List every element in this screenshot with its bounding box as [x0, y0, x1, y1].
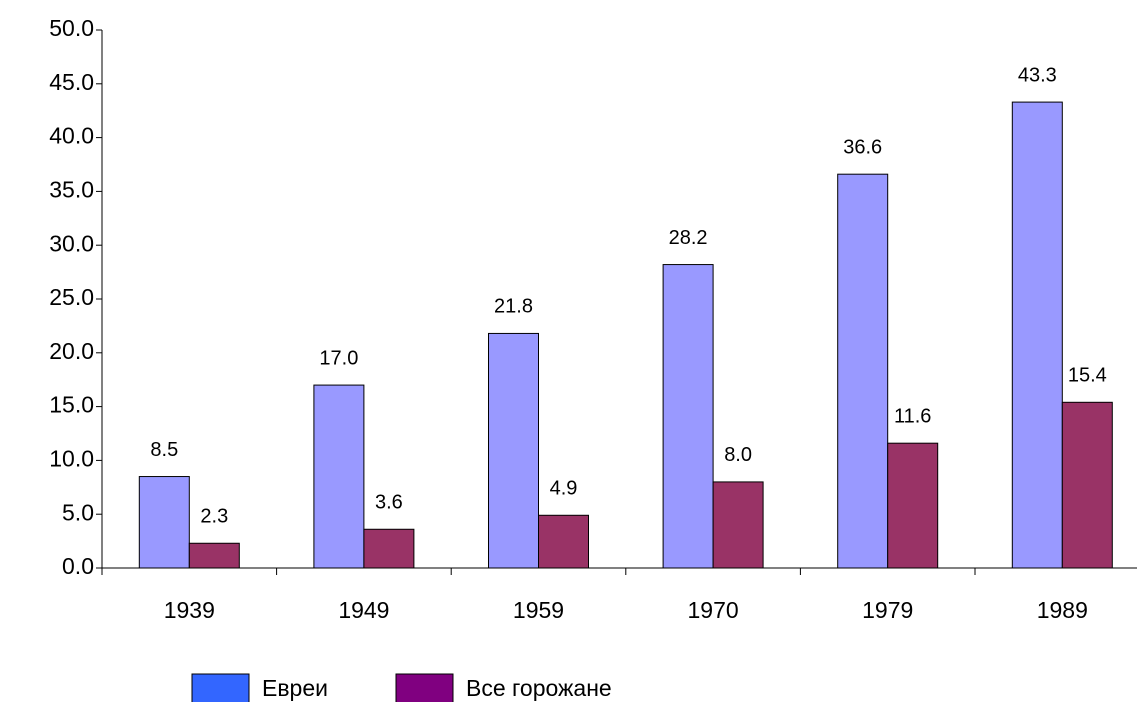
value-label: 21.8: [494, 296, 533, 318]
y-tick-label: 0.0: [62, 553, 94, 579]
legend-label: Все горожане: [466, 675, 612, 701]
bar: [662, 264, 714, 569]
x-tick-label: 1979: [862, 597, 913, 623]
y-tick-label: 15.0: [49, 392, 94, 418]
value-label: 8.0: [724, 444, 752, 466]
value-label: 2.3: [200, 506, 228, 528]
bar: [363, 528, 415, 569]
bar: [138, 476, 190, 569]
legend-label: Евреи: [262, 675, 328, 701]
legend-swatch: [395, 673, 454, 702]
bar: [1061, 401, 1113, 569]
x-tick-label: 1989: [1037, 597, 1088, 623]
y-tick-label: 45.0: [49, 69, 94, 95]
value-label: 36.6: [843, 136, 882, 158]
bar: [313, 384, 365, 569]
y-tick-label: 5.0: [62, 499, 94, 525]
value-label: 28.2: [669, 227, 708, 249]
bar: [887, 442, 939, 569]
y-tick-label: 25.0: [49, 284, 94, 310]
bar: [712, 481, 764, 569]
x-tick-label: 1949: [338, 597, 389, 623]
value-label: 8.5: [150, 439, 178, 461]
bar: [837, 173, 889, 569]
bar: [188, 542, 240, 569]
y-tick-label: 10.0: [49, 445, 94, 471]
y-tick-label: 35.0: [49, 176, 94, 202]
bar: [488, 332, 539, 569]
value-label: 15.4: [1068, 365, 1107, 387]
y-tick-label: 50.0: [49, 15, 94, 41]
value-label: 3.6: [375, 492, 403, 514]
value-label: 4.9: [550, 478, 578, 500]
value-label: 11.6: [894, 405, 931, 427]
x-tick-label: 1970: [688, 597, 739, 623]
x-tick-label: 1959: [513, 597, 564, 623]
bar: [1011, 101, 1063, 569]
legend-swatch: [191, 673, 250, 702]
y-tick-label: 40.0: [49, 123, 94, 149]
value-label: 17.0: [319, 347, 358, 369]
value-label: 43.3: [1018, 64, 1057, 86]
y-tick-label: 20.0: [49, 338, 94, 364]
y-tick-label: 30.0: [49, 230, 94, 256]
x-tick-label: 1939: [164, 597, 215, 623]
bar: [538, 514, 589, 569]
